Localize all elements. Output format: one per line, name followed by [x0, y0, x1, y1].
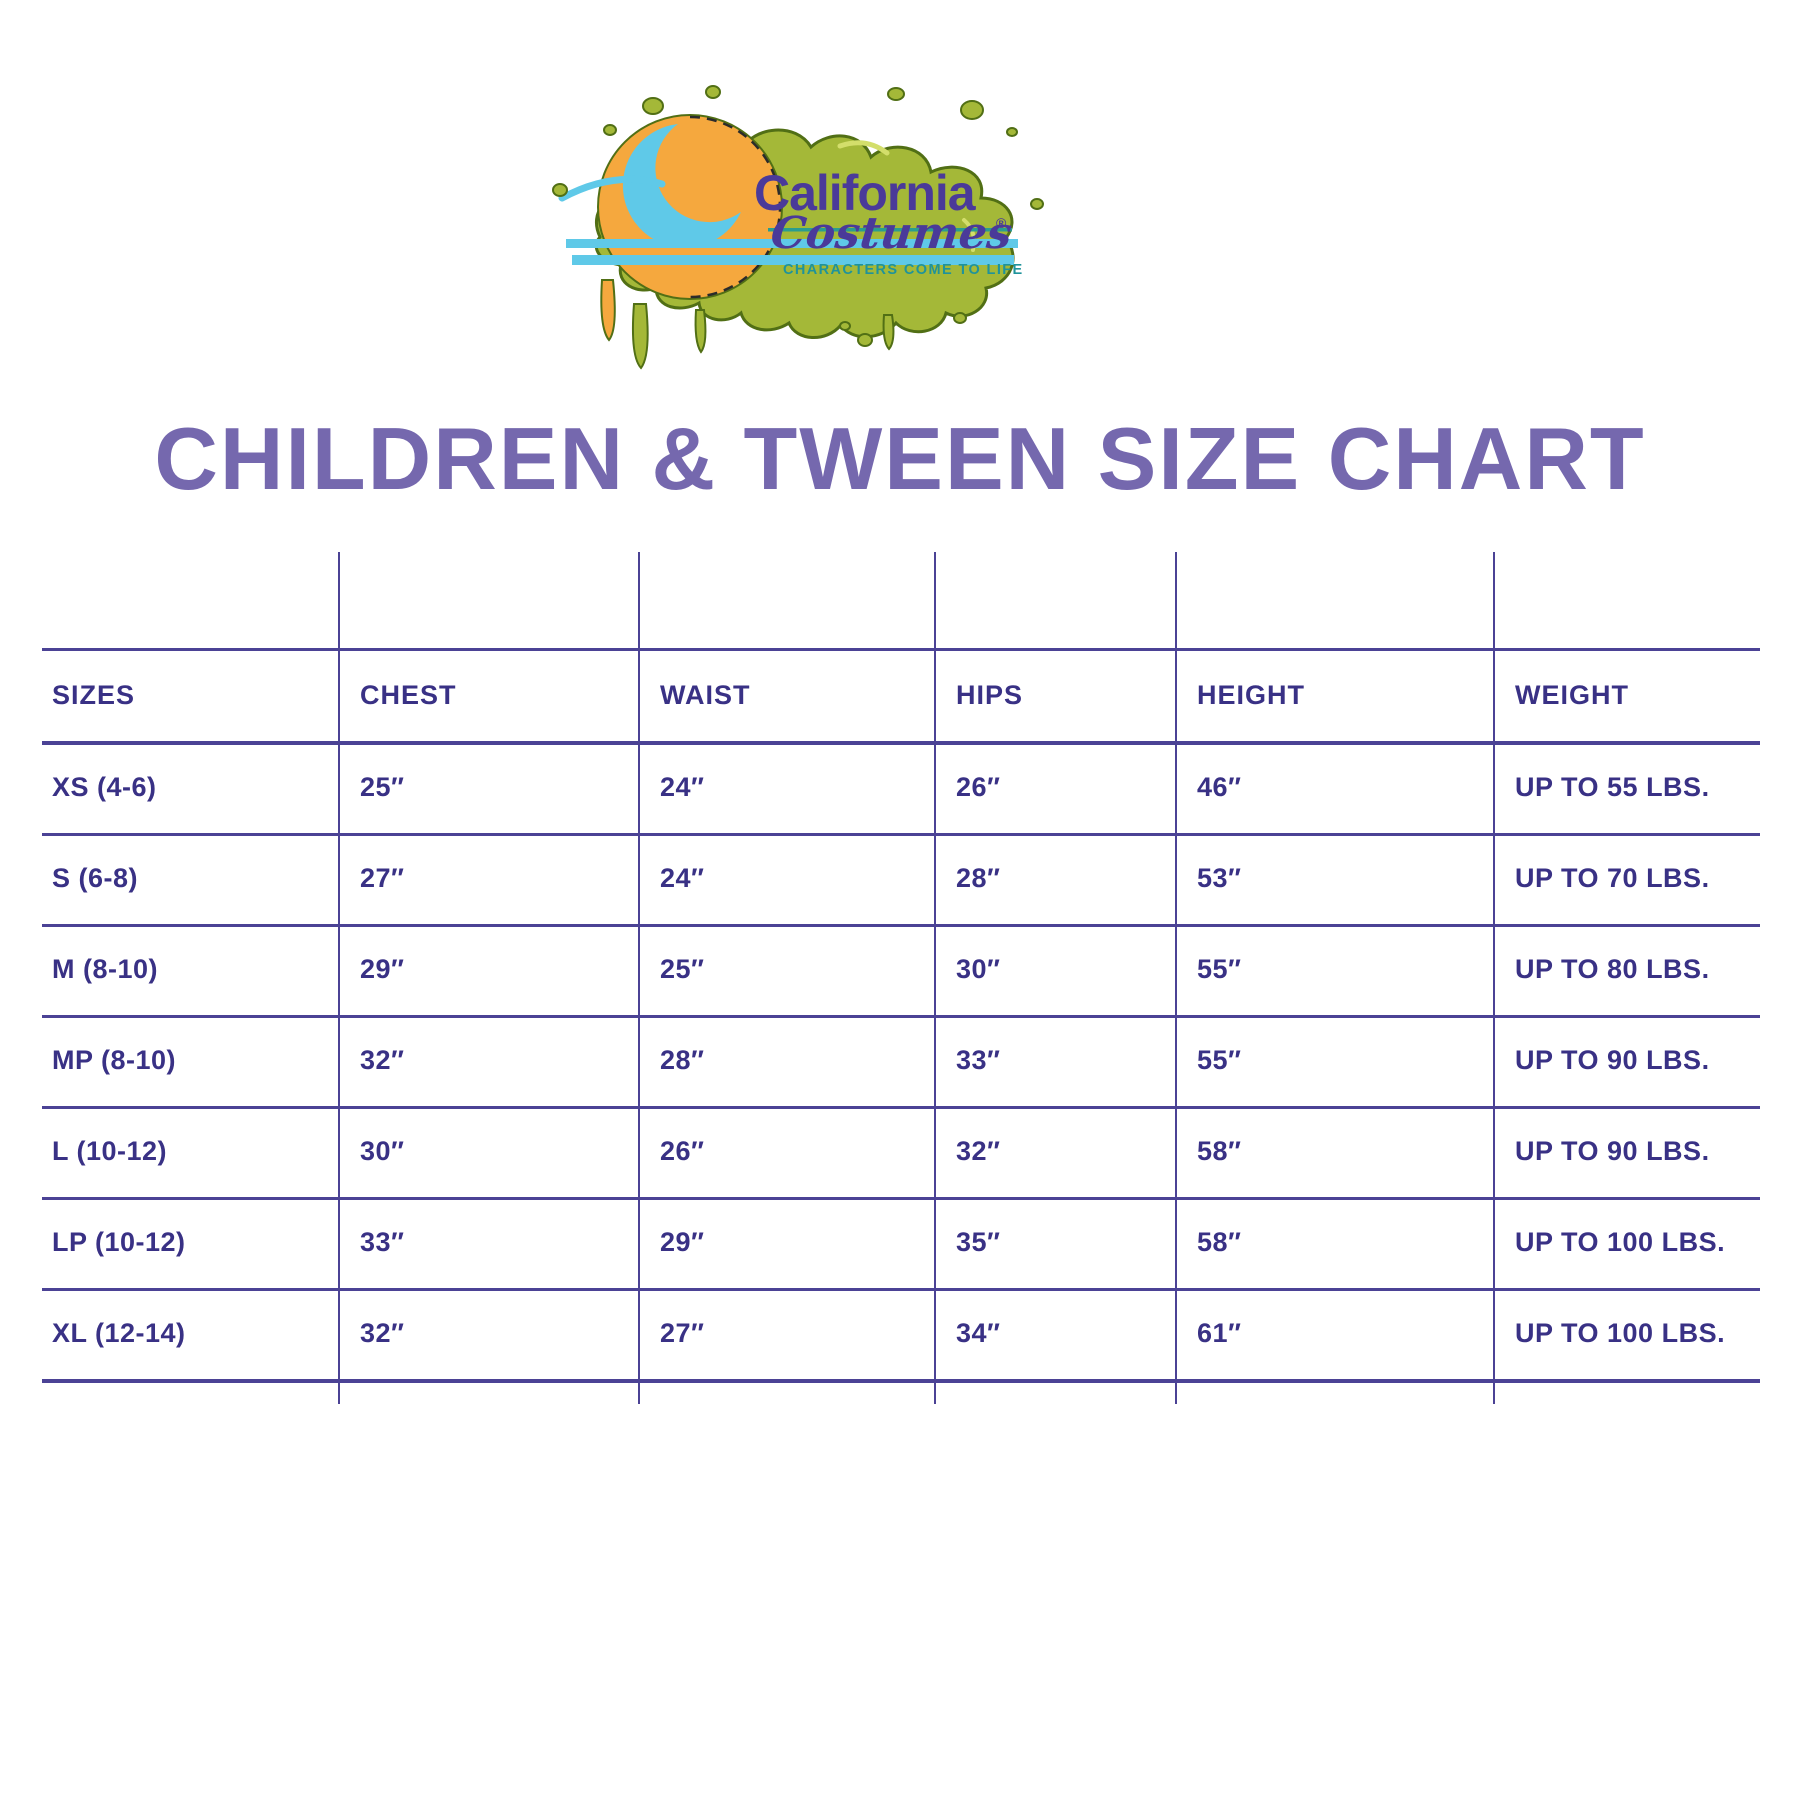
- size-value-cell: 58″: [1197, 1227, 1242, 1257]
- size-value-cell: 27″: [660, 1318, 705, 1348]
- california-costumes-logo: California Costumes ® CHARACTERS COME TO…: [540, 72, 1055, 372]
- size-value-cell: 32″: [956, 1136, 1001, 1166]
- size-value-cell: UP TO 100 LBS.: [1515, 1318, 1726, 1348]
- orange-drip: [600, 279, 616, 342]
- brand-name-california: California: [754, 165, 977, 221]
- size-value-cell: 29″: [360, 954, 405, 984]
- slime-droplet: [839, 321, 851, 331]
- size-value-cell: 27″: [360, 863, 405, 893]
- slime-logo-graphic: California Costumes ® CHARACTERS COME TO…: [552, 85, 1044, 370]
- size-value-cell: 30″: [360, 1136, 405, 1166]
- size-value-cell: 34″: [956, 1318, 1001, 1348]
- size-table-grid: SIZES CHEST WAIST HIPS HEIGHT WEIGHT XS (4-6) 2…: [42, 648, 1760, 1379]
- size-value-cell: 24″: [660, 863, 705, 893]
- table-grid-line: [338, 552, 340, 1404]
- size-value-cell: 28″: [660, 1045, 705, 1075]
- green-drip: [882, 314, 895, 351]
- cyan-stripe: [572, 255, 1014, 265]
- size-value-cell: 33″: [956, 1045, 1001, 1075]
- size-value-cell: 25″: [660, 954, 705, 984]
- slime-droplet: [953, 312, 967, 324]
- slime-droplet: [887, 87, 905, 101]
- table-grid-line: [42, 1288, 1760, 1291]
- slime-droplet: [857, 333, 873, 347]
- table-grid-line: [1175, 552, 1177, 1404]
- size-value-cell: 32″: [360, 1045, 405, 1075]
- column-header-height: HEIGHT: [1197, 679, 1306, 710]
- table-grid-line: [42, 833, 1760, 836]
- green-drip: [631, 303, 649, 370]
- size-row-label: XS (4-6): [52, 772, 157, 802]
- table-grid-line: [638, 552, 640, 1404]
- size-value-cell: 46″: [1197, 772, 1242, 802]
- size-row-label: LP (10-12): [52, 1227, 186, 1257]
- wave-swoosh: [558, 175, 666, 202]
- table-grid-line: [934, 552, 936, 1404]
- size-value-cell: 35″: [956, 1227, 1001, 1257]
- size-value-cell: 55″: [1197, 954, 1242, 984]
- sun-dashed-outline: [689, 115, 782, 299]
- table-grid-line: [42, 1197, 1760, 1200]
- size-value-cell: UP TO 55 LBS.: [1515, 772, 1710, 802]
- size-value-cell: UP TO 80 LBS.: [1515, 954, 1710, 984]
- size-value-cell: UP TO 100 LBS.: [1515, 1227, 1726, 1257]
- size-value-cell: 28″: [956, 863, 1001, 893]
- cyan-stripe: [566, 239, 1018, 248]
- size-row-label: L (10-12): [52, 1136, 168, 1166]
- size-value-cell: 32″: [360, 1318, 405, 1348]
- size-value-cell: 29″: [660, 1227, 705, 1257]
- size-value-cell: 24″: [660, 772, 705, 802]
- column-header-sizes: SIZES: [52, 679, 136, 710]
- size-value-cell: 26″: [956, 772, 1001, 802]
- column-header-waist: WAIST: [660, 679, 751, 710]
- slime-droplet: [552, 183, 568, 197]
- size-value-cell: 25″: [360, 772, 405, 802]
- table-grid-line: [42, 924, 1760, 927]
- size-value-cell: 26″: [660, 1136, 705, 1166]
- table-grid-line: [42, 1015, 1760, 1018]
- size-value-cell: 61″: [1197, 1318, 1242, 1348]
- size-value-cell: UP TO 90 LBS.: [1515, 1136, 1710, 1166]
- teal-stripe: [768, 228, 1012, 232]
- size-value-cell: 30″: [956, 954, 1001, 984]
- column-header-weight: WEIGHT: [1515, 679, 1629, 710]
- table-grid-line: [42, 648, 1760, 651]
- table-grid-line: [42, 741, 1760, 745]
- slime-droplet: [1030, 198, 1044, 210]
- size-row-label: S (6-8): [52, 863, 139, 893]
- size-table: SIZES CHEST WAIST HIPS HEIGHT WEIGHT XS (4-6) 2…: [42, 552, 1760, 1404]
- table-grid-line: [42, 1106, 1760, 1109]
- green-drip: [694, 309, 707, 354]
- size-value-cell: 53″: [1197, 863, 1242, 893]
- brand-name-costumes: Costumes: [768, 208, 1014, 259]
- size-value-cell: 55″: [1197, 1045, 1242, 1075]
- table-grid-line: [42, 1379, 1760, 1383]
- size-row-label: XL (12-14): [52, 1318, 186, 1348]
- slime-highlight: [837, 140, 890, 156]
- table-grid-line: [1493, 552, 1495, 1404]
- size-row-label: M (8-10): [52, 954, 159, 984]
- wave-icon: [622, 124, 741, 248]
- slime-droplet: [1006, 127, 1018, 137]
- slime-droplet: [705, 85, 721, 99]
- page-title: CHILDREN & TWEEN SIZE CHART: [154, 409, 1646, 508]
- size-value-cell: 58″: [1197, 1136, 1242, 1166]
- size-row-label: MP (8-10): [52, 1045, 177, 1075]
- slime-droplet: [642, 97, 664, 115]
- size-value-cell: 33″: [360, 1227, 405, 1257]
- registered-trademark-icon: ®: [996, 215, 1007, 231]
- column-header-hips: HIPS: [956, 679, 1024, 710]
- slime-droplet: [603, 124, 617, 136]
- column-header-chest: CHEST: [360, 679, 457, 710]
- brand-tagline: CHARACTERS COME TO LIFE: [783, 262, 1024, 278]
- slime-droplet: [960, 100, 984, 120]
- size-value-cell: UP TO 90 LBS.: [1515, 1045, 1710, 1075]
- size-value-cell: UP TO 70 LBS.: [1515, 863, 1710, 893]
